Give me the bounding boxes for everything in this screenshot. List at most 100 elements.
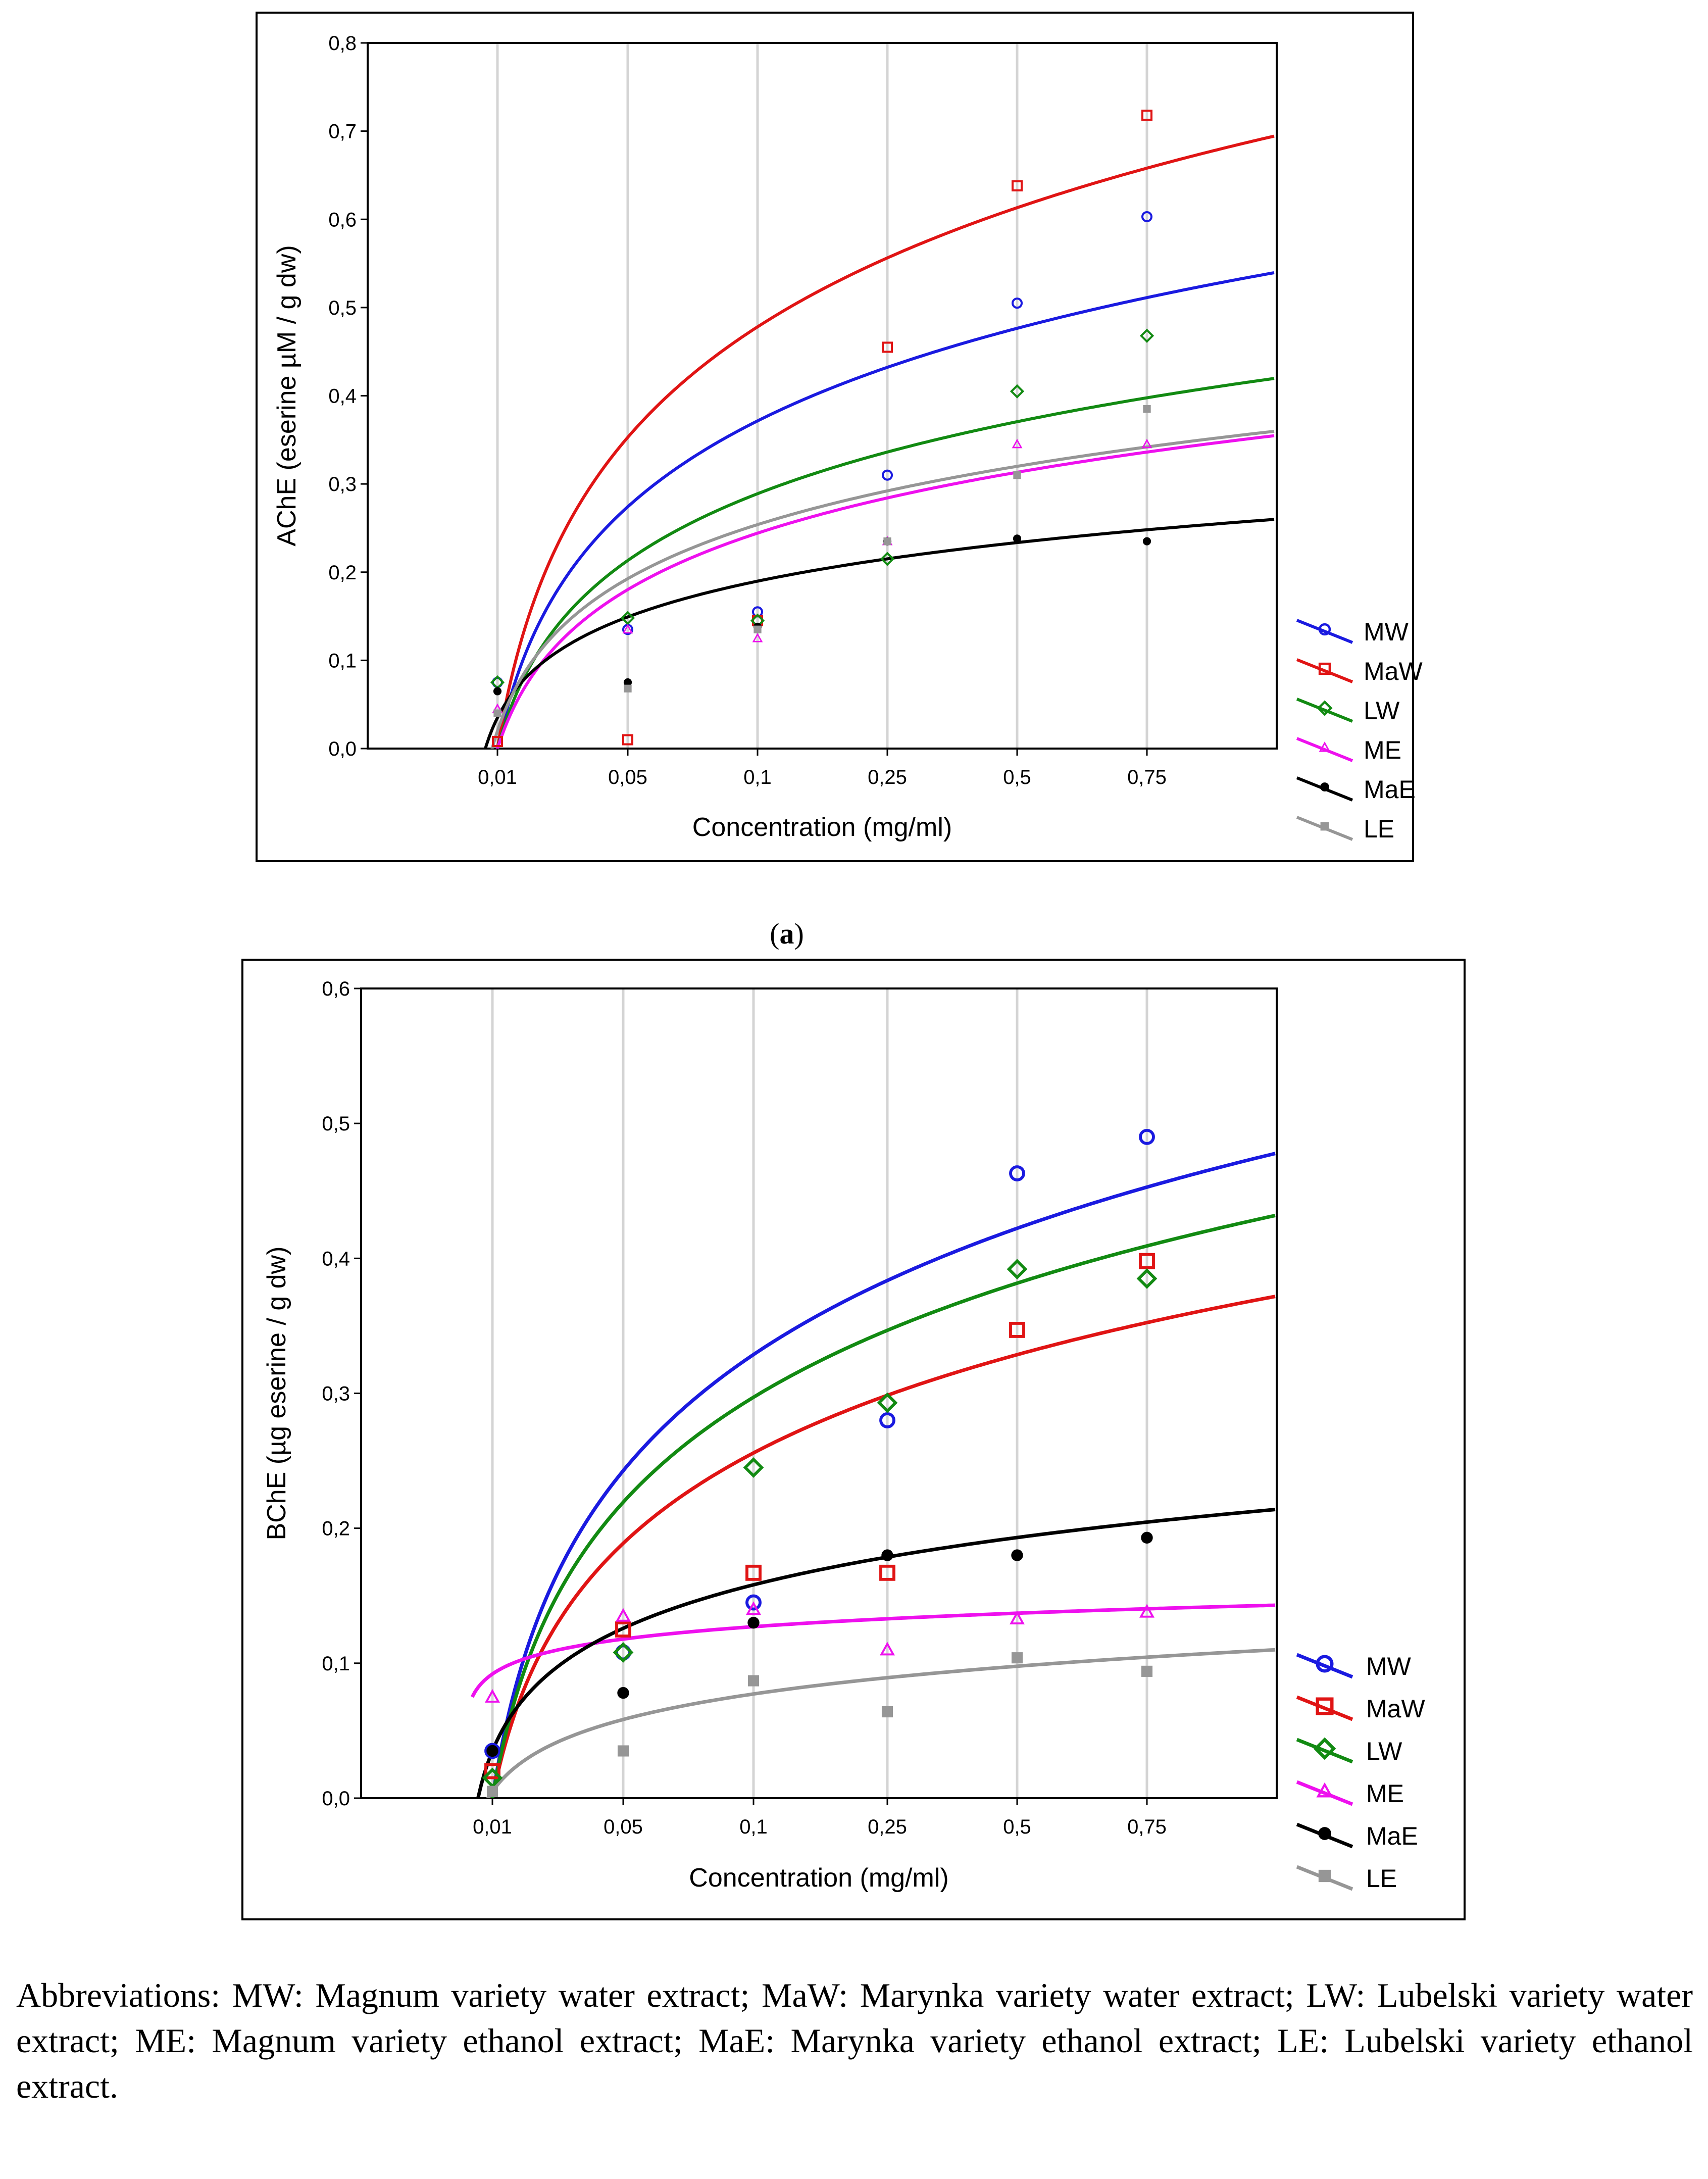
- data-point-me: [1141, 438, 1152, 449]
- y-tick-label: 0,4: [328, 385, 357, 408]
- data-point-maw: [622, 734, 634, 746]
- data-point-lw: [880, 552, 895, 566]
- legend-label-me: ME: [1366, 1779, 1404, 1808]
- y-tick-label: 0,4: [322, 1248, 350, 1270]
- legend-line-me: [1296, 737, 1353, 762]
- data-point-le: [747, 1675, 760, 1687]
- data-point-mae: [1013, 534, 1022, 543]
- data-point-maw: [491, 736, 504, 748]
- fit-curve-me: [495, 434, 1275, 749]
- legend-label-lw: LW: [1366, 1737, 1402, 1765]
- data-point-me: [1012, 438, 1023, 449]
- data-point-maw: [484, 1763, 500, 1779]
- fit-curve-maw: [490, 1295, 1276, 1798]
- data-point-mae: [493, 687, 502, 696]
- y-tick-label: 0,1: [328, 650, 357, 672]
- legend-label-mw: MW: [1366, 1652, 1412, 1680]
- legend-marker-mw: [1316, 1655, 1334, 1673]
- x-tick-label: 0,01: [478, 766, 517, 788]
- x-tick-label: 0,1: [743, 766, 772, 788]
- legend-label-mae: MaE: [1364, 775, 1416, 804]
- legend-line-lw: [1296, 1738, 1353, 1764]
- y-tick-label: 0,7: [328, 121, 357, 143]
- fit-curve-le: [490, 429, 1275, 749]
- data-point-mae: [1141, 1531, 1153, 1544]
- data-point-mw: [484, 1743, 500, 1759]
- legend-label-le: LE: [1366, 1864, 1397, 1893]
- data-point-mae: [486, 1745, 498, 1757]
- data-point-mae: [1011, 1549, 1023, 1561]
- legend-marker-le: [1318, 1869, 1331, 1883]
- legend-line-maw: [1296, 1695, 1353, 1721]
- y-tick-label: 0,2: [328, 562, 357, 584]
- y-tick-label: 0,5: [322, 1113, 350, 1135]
- data-point-le: [1013, 471, 1021, 479]
- legend-label-maw: MaW: [1366, 1695, 1425, 1723]
- data-point-mw: [1011, 298, 1023, 309]
- data-point-me: [622, 624, 633, 634]
- data-point-lw: [743, 1457, 764, 1478]
- chart-panel-b: 0,0 0,1 0,2 0,3 0,4 0,5 0,6 0,01 0,05 0,1 0,25 0,5 0…: [241, 959, 1466, 1920]
- chart-panel-a: 0,0 0,1 0,2 0,3 0,4 0,5 0,6 0,7 0,8 0,01 0,05 0,1 0,…: [256, 12, 1423, 950]
- x-tick-label: 0,75: [1127, 766, 1167, 788]
- y-tick-label: 0,6: [328, 209, 357, 231]
- legend-marker-me: [1319, 741, 1331, 752]
- data-point-le: [753, 625, 762, 633]
- x-tick-label: 0,1: [739, 1816, 768, 1838]
- plot-area: [360, 987, 1278, 1799]
- y-axis-title: AChE (eserine µM / g dw): [272, 245, 302, 546]
- data-point-le: [486, 1786, 498, 1797]
- data-point-maw: [1009, 1322, 1025, 1338]
- fit-curve-mw: [490, 1152, 1276, 1798]
- legend-label-me: ME: [1364, 736, 1401, 764]
- data-point-le: [624, 684, 632, 692]
- legend-marker-mae: [1318, 1827, 1331, 1840]
- data-point-mae: [1142, 537, 1151, 546]
- legend-marker-maw: [1316, 1697, 1334, 1715]
- fit-curve-mae: [476, 1508, 1276, 1798]
- chart-frame: [256, 12, 1414, 862]
- legend-label-mw: MW: [1364, 618, 1409, 646]
- x-tick-label: 0,25: [868, 1816, 907, 1838]
- data-point-mw: [881, 469, 893, 481]
- data-point-le: [1143, 405, 1151, 413]
- legend-marker-me: [1316, 1782, 1333, 1798]
- data-point-mw: [879, 1412, 895, 1428]
- data-point-lw: [1007, 1259, 1028, 1280]
- plot-area: [367, 42, 1278, 750]
- chart-frame: [241, 959, 1466, 1920]
- legend-line-me: [1296, 1780, 1353, 1806]
- data-point-me: [879, 1642, 895, 1656]
- data-point-le: [881, 1706, 893, 1718]
- data-point-me: [1139, 1604, 1155, 1618]
- x-tick-label: 0,05: [608, 766, 647, 788]
- x-tick-label: 0,05: [604, 1816, 643, 1838]
- data-point-lw: [1139, 328, 1154, 343]
- legend-marker-le: [1320, 822, 1329, 831]
- abbreviations-footnote: Abbreviations: MW: Magnum variety water …: [16, 1976, 1693, 2105]
- data-point-le: [617, 1745, 629, 1757]
- y-tick-label: 0,8: [328, 32, 357, 55]
- x-tick-label: 0,75: [1127, 1816, 1167, 1838]
- legend-marker-mae: [1320, 782, 1329, 791]
- legend-marker-maw: [1318, 662, 1331, 675]
- data-point-me: [752, 632, 763, 642]
- data-point-le: [1011, 1652, 1023, 1664]
- legend-marker-mw: [1318, 623, 1331, 636]
- y-tick-label: 0,5: [328, 297, 357, 319]
- y-tick-label: 0,6: [322, 978, 350, 1000]
- data-point-me: [484, 1689, 500, 1703]
- legend-label-lw: LW: [1364, 697, 1400, 725]
- data-point-me: [1009, 1610, 1025, 1624]
- legend-line-lw: [1296, 698, 1353, 723]
- data-point-lw: [620, 611, 635, 625]
- y-tick-label: 0,0: [322, 1788, 350, 1810]
- data-point-le: [883, 537, 891, 546]
- data-point-maw: [615, 1621, 631, 1638]
- x-tick-label: 0,5: [1003, 1816, 1031, 1838]
- legend-line-mw: [1296, 1653, 1353, 1679]
- y-tick-label: 0,3: [322, 1383, 350, 1405]
- data-point-maw: [881, 341, 893, 353]
- x-tick-label: 0,5: [1003, 766, 1031, 788]
- fit-curve-mae: [483, 518, 1275, 749]
